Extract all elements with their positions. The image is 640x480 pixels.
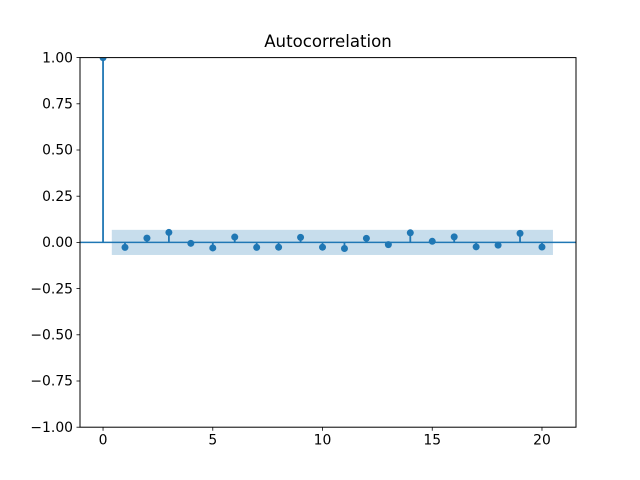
acf-marker xyxy=(319,243,327,251)
acf-marker xyxy=(231,233,239,241)
acf-marker xyxy=(384,241,392,249)
acf-marker xyxy=(362,234,370,242)
x-axis-tick-label: 0 xyxy=(99,433,108,449)
y-axis-tick-label: −1.00 xyxy=(30,420,73,436)
y-axis-tick-label: 0.75 xyxy=(42,97,73,113)
acf-marker xyxy=(406,229,414,237)
y-axis-tick-label: 0.25 xyxy=(42,189,73,205)
x-axis-tick-label: 5 xyxy=(208,433,217,449)
acf-marker xyxy=(99,57,107,62)
x-axis-tick-label: 10 xyxy=(314,433,332,449)
y-axis-tick-label: 1.00 xyxy=(42,50,73,66)
y-axis-tick-label: −0.50 xyxy=(30,328,73,344)
acf-marker xyxy=(275,243,283,251)
axes-layer: 0 5 10 15 20 1.00 0.75 0.50 0.25 0.00 −0.25 −0.50 −0… xyxy=(30,50,577,449)
stem-series-layer xyxy=(80,57,576,252)
acf-marker xyxy=(209,244,217,252)
acf-marker xyxy=(253,243,261,251)
acf-marker xyxy=(340,244,348,252)
acf-marker xyxy=(538,243,546,251)
acf-marker xyxy=(472,243,480,251)
acf-marker xyxy=(297,233,305,241)
x-axis-tick-label: 20 xyxy=(533,433,551,449)
acf-marker xyxy=(121,243,129,251)
y-axis-tick-label: −0.25 xyxy=(30,281,73,297)
chart-title: Autocorrelation xyxy=(264,32,392,51)
y-axis-tick-label: 0.50 xyxy=(42,143,73,159)
acf-marker xyxy=(165,228,173,236)
acf-marker xyxy=(450,233,458,241)
y-axis-tick-label: 0.00 xyxy=(42,235,73,251)
acf-marker xyxy=(516,229,524,237)
acf-marker xyxy=(494,241,502,249)
y-axis-tick-label: −0.75 xyxy=(30,374,73,390)
acf-marker xyxy=(143,234,151,242)
acf-marker xyxy=(428,237,436,245)
x-axis-tick-label: 15 xyxy=(423,433,441,449)
acf-marker xyxy=(187,239,195,247)
